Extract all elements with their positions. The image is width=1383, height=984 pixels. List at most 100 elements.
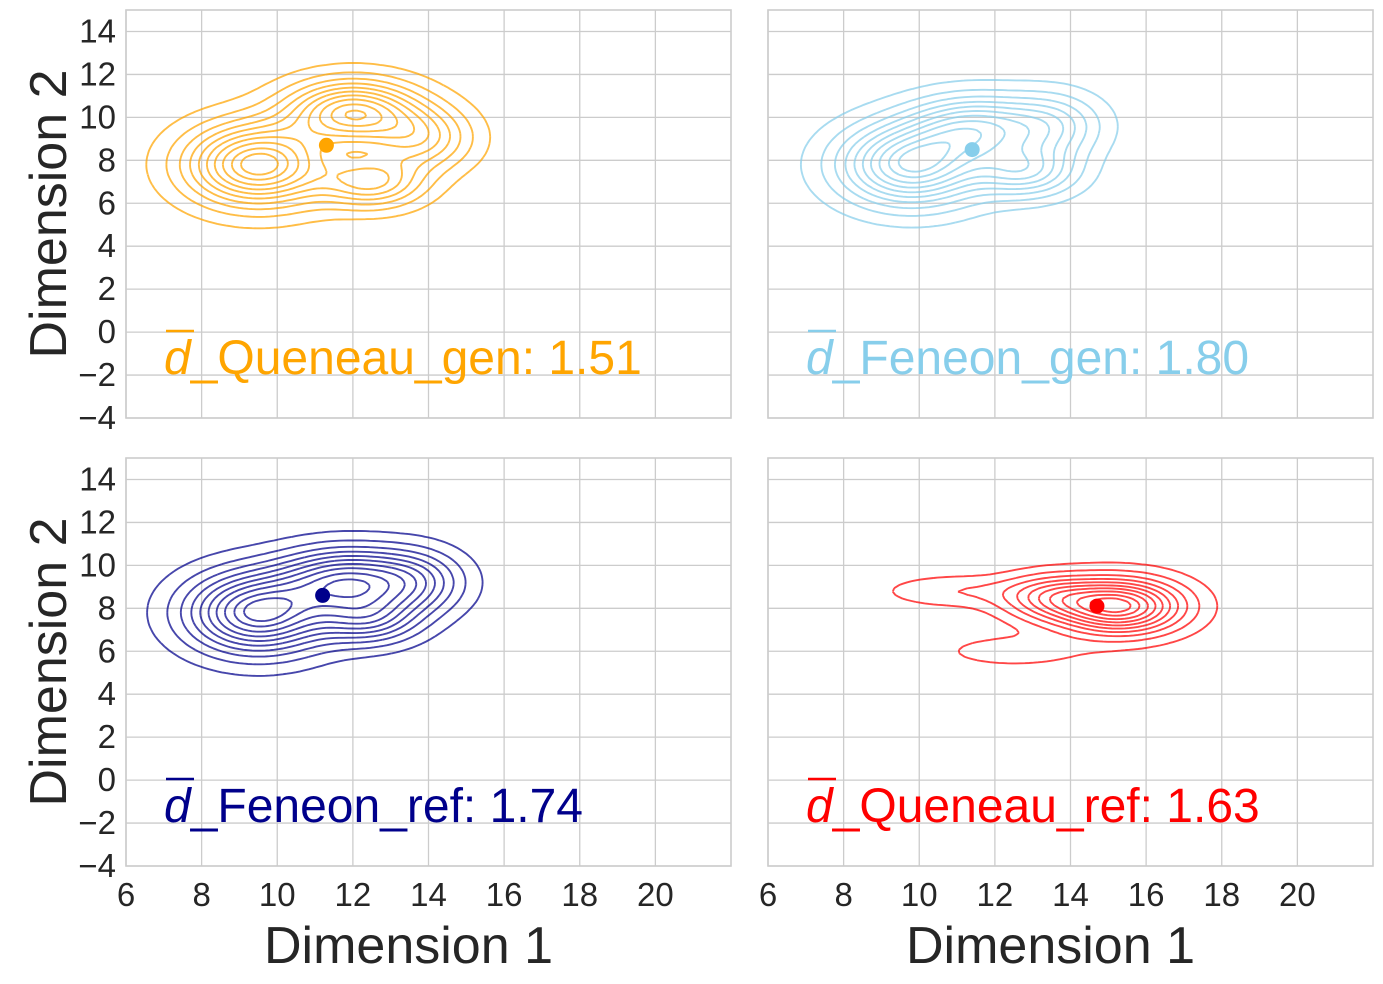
y-tick-label: 12 bbox=[79, 55, 116, 92]
y-tick-label: 14 bbox=[79, 12, 116, 49]
contour-level-8 bbox=[1061, 590, 1150, 621]
distance-annotation: d_Queneau_ref: 1.63 bbox=[806, 777, 1260, 833]
y-tick-label: 10 bbox=[79, 98, 116, 135]
density-contours bbox=[145, 62, 492, 230]
y-tick-label: −4 bbox=[78, 399, 116, 436]
x-tick-label: 8 bbox=[834, 876, 852, 913]
contour-level-6 bbox=[1037, 584, 1164, 627]
contour-level-2 bbox=[165, 71, 474, 218]
contour-level-7 bbox=[213, 94, 416, 191]
x-tick-label: 18 bbox=[561, 876, 598, 913]
contour-level-9 bbox=[1075, 593, 1141, 617]
x-tick-label: 12 bbox=[977, 876, 1014, 913]
contour-level-7 bbox=[869, 114, 1030, 189]
x-tick-label: 12 bbox=[335, 876, 372, 913]
y-tick-label: 8 bbox=[98, 141, 116, 178]
contour-level-5 bbox=[853, 105, 1065, 199]
annotation-label: _Feneon_gen: 1.80 bbox=[832, 332, 1249, 385]
annotation-label: _Queneau_gen: 1.51 bbox=[190, 332, 642, 385]
annotation-label: _Queneau_ref: 1.63 bbox=[832, 780, 1260, 833]
panel-bottom-right: 6 8 10 12 14 16 18 20 Dimension 1 d_Queneau_ref: … bbox=[759, 457, 1374, 975]
x-tick-label: 16 bbox=[486, 876, 523, 913]
y-tick-label: 0 bbox=[98, 761, 116, 798]
centroid-point bbox=[1089, 598, 1105, 614]
contour-level-8 bbox=[878, 120, 1006, 184]
contour-level-1 bbox=[799, 79, 1119, 229]
x-axis-label: Dimension 1 bbox=[264, 917, 553, 975]
contour-level-8 bbox=[221, 98, 399, 186]
contour-level-5 bbox=[1027, 581, 1172, 630]
contour-level-8 bbox=[223, 567, 406, 633]
density-contours bbox=[799, 79, 1119, 229]
contour-level-6 bbox=[205, 90, 430, 195]
centroid-point bbox=[315, 587, 331, 603]
axes-frame bbox=[125, 9, 732, 419]
contour-level-2 bbox=[957, 569, 1201, 643]
panel-top-left: 14 12 10 8 6 4 2 0 −2 −4 Dimension 2 d_Queneau_gen:… bbox=[20, 9, 732, 436]
x-tick-label: 16 bbox=[1128, 876, 1165, 913]
annotation-text: d_Queneau_ref: 1.63 bbox=[806, 780, 1260, 833]
x-tick-label: 18 bbox=[1203, 876, 1240, 913]
contour-level-1 bbox=[146, 529, 484, 677]
centroid-point bbox=[964, 142, 980, 158]
contour-level-4 bbox=[189, 82, 452, 205]
x-tick-label: 6 bbox=[117, 876, 135, 913]
x-tick-label: 6 bbox=[759, 876, 777, 913]
y-tick-label: 12 bbox=[79, 503, 116, 540]
contour-level-6 bbox=[207, 558, 427, 642]
annotation-text: d_Feneon_ref: 1.74 bbox=[164, 780, 583, 833]
y-tick-label: 2 bbox=[98, 270, 116, 307]
annotation-label: _Feneon_ref: 1.74 bbox=[190, 780, 583, 833]
x-tick-label: 20 bbox=[1279, 876, 1316, 913]
contour-level-3 bbox=[833, 95, 1088, 210]
x-tick-label: 14 bbox=[410, 876, 447, 913]
axes-frame bbox=[767, 9, 1374, 419]
y-tick-label: 4 bbox=[98, 675, 116, 712]
contour-level-7 bbox=[1048, 587, 1157, 624]
contour-level-5 bbox=[197, 86, 441, 200]
y-tick-label: 6 bbox=[98, 184, 116, 221]
y-axis-label: Dimension 2 bbox=[20, 69, 78, 358]
contour-level-4 bbox=[190, 550, 445, 652]
contour-level-9 bbox=[233, 572, 390, 628]
y-tick-label: 10 bbox=[79, 546, 116, 583]
x-axis-label: Dimension 1 bbox=[906, 917, 1195, 975]
annotation-text: d_Feneon_gen: 1.80 bbox=[806, 332, 1249, 385]
y-tick-label: 6 bbox=[98, 632, 116, 669]
y-tick-label: 4 bbox=[98, 227, 116, 264]
x-tick-label: 10 bbox=[901, 876, 938, 913]
y-tick-label: 2 bbox=[98, 718, 116, 755]
distance-annotation: d_Queneau_gen: 1.51 bbox=[164, 329, 642, 385]
axes-frame bbox=[125, 457, 732, 867]
x-tick-label: 10 bbox=[259, 876, 296, 913]
contour-level-10 bbox=[239, 109, 367, 176]
contour-level-2 bbox=[820, 88, 1101, 217]
contour-level-4 bbox=[1016, 577, 1180, 634]
contour-level-9 bbox=[230, 103, 383, 181]
panel-top-right: d_Feneon_gen: 1.80 bbox=[767, 9, 1374, 419]
annotation-symbol: d bbox=[164, 780, 192, 833]
annotation-symbol: d bbox=[164, 332, 192, 385]
y-tick-label: 14 bbox=[79, 460, 116, 497]
x-tick-label: 20 bbox=[637, 876, 674, 913]
distance-annotation: d_Feneon_ref: 1.74 bbox=[164, 777, 583, 833]
contour-level-1 bbox=[145, 62, 492, 230]
annotation-symbol: d bbox=[806, 332, 834, 385]
contour-level-7 bbox=[215, 562, 418, 638]
contour-level-4 bbox=[844, 100, 1076, 204]
x-tick-label: 8 bbox=[192, 876, 210, 913]
y-tick-label: −2 bbox=[78, 356, 116, 393]
y-axis-label: Dimension 2 bbox=[20, 517, 78, 806]
contour-level-6 bbox=[861, 110, 1051, 194]
y-tick-label: −4 bbox=[78, 847, 116, 884]
annotation-symbol: d bbox=[806, 780, 834, 833]
annotation-text: d_Queneau_gen: 1.51 bbox=[164, 332, 642, 385]
axes-frame bbox=[767, 457, 1374, 867]
y-tick-label: −2 bbox=[78, 804, 116, 841]
contour-level-2 bbox=[166, 539, 467, 666]
contour-level-5 bbox=[199, 554, 436, 647]
y-tick-label: 0 bbox=[98, 313, 116, 350]
centroid-point bbox=[318, 137, 334, 153]
